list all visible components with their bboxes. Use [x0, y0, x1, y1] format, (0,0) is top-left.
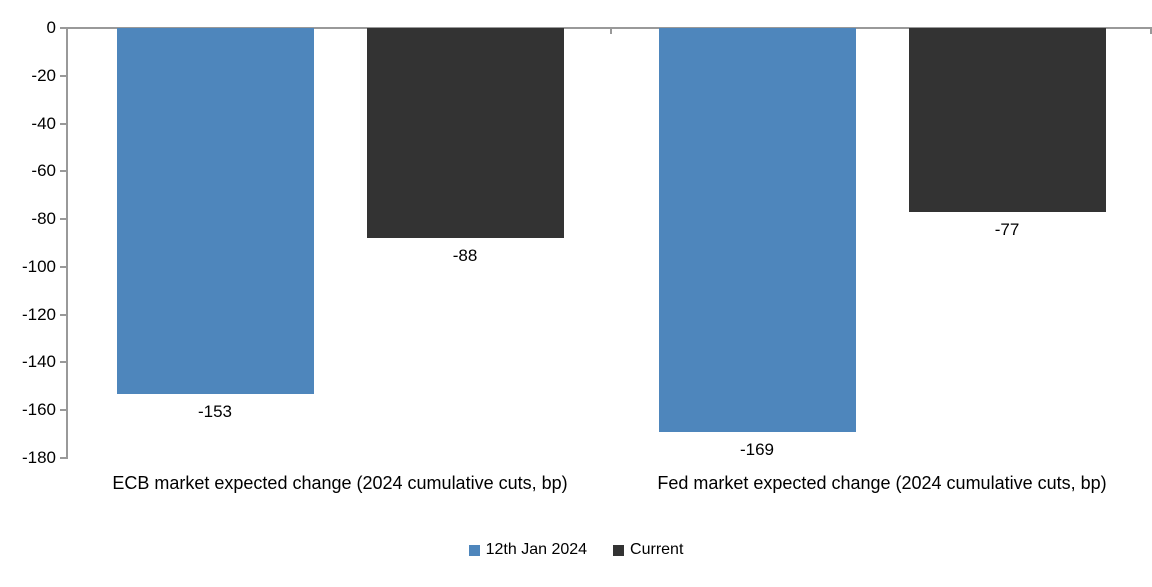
bar-data-label: -88 [452, 246, 478, 266]
legend-item-12th-jan-2024[interactable]: 12th Jan 2024 [468, 541, 588, 559]
legend-swatch-current [613, 544, 625, 556]
y-axis-tick-label: -20 [31, 65, 56, 85]
category-label-fed: Fed market expected change (2024 cumulat… [657, 473, 1107, 493]
y-axis-tick-label: 0 [46, 18, 56, 37]
y-axis-tick-label: -80 [31, 209, 56, 229]
legend-label-current: Current [630, 541, 684, 558]
bar-current[interactable] [366, 28, 564, 239]
y-axis-tick [60, 409, 66, 412]
legend-item-current[interactable]: Current [613, 541, 683, 559]
y-axis-line [66, 27, 68, 459]
y-axis-tick-label: -40 [31, 113, 56, 133]
y-axis-tick [60, 74, 66, 77]
category-axis-tick [610, 28, 612, 34]
y-axis-tick-label: -100 [21, 256, 56, 276]
bar-12th-jan-2024[interactable] [116, 28, 314, 394]
legend-label-12th-jan-2024: 12th Jan 2024 [485, 541, 588, 558]
y-axis-tick [60, 457, 66, 459]
y-axis-tick-label: -60 [31, 161, 56, 181]
category-label-ecb: ECB market expected change (2024 cumulat… [112, 473, 568, 493]
category-axis-tick [1150, 28, 1152, 34]
bar-data-label: -77 [994, 219, 1020, 239]
y-axis-tick-label: -160 [21, 400, 56, 420]
legend-swatch-12th-jan-2024 [468, 544, 480, 556]
bar-data-label: -153 [197, 401, 233, 421]
y-axis-tick-label: -180 [21, 448, 56, 467]
y-axis-tick [60, 27, 66, 29]
legend: 12th Jan 2024 Current [0, 541, 1152, 559]
bar-current[interactable] [908, 28, 1106, 212]
y-axis-tick [60, 170, 66, 173]
y-axis-tick [60, 361, 66, 364]
y-axis-tick [60, 313, 66, 316]
zero-axis-line [66, 27, 1152, 29]
y-axis-tick-label: -140 [21, 352, 56, 372]
y-axis-tick [60, 265, 66, 268]
bar-12th-jan-2024[interactable] [658, 28, 856, 432]
y-axis-tick [60, 218, 66, 221]
y-axis-tick-label: -120 [21, 304, 56, 324]
y-axis-tick [60, 122, 66, 125]
bar-data-label: -169 [739, 439, 775, 459]
